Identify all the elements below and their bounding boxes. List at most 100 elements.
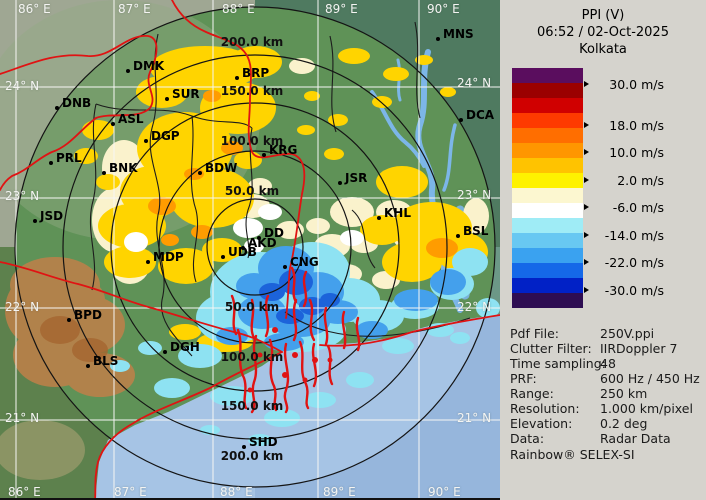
legend-band-4 [512,128,583,143]
city-label: DGH [170,340,200,354]
city-dot [55,106,59,110]
range-ring-label: 200.0 km [220,449,284,463]
city-label: CNG [290,255,319,269]
lon-label-top: 89° E [325,2,358,16]
info-row-label: Clutter Filter: [510,341,592,356]
city-label: SHD [249,435,278,449]
info-row-value: IIRDoppler 7 [600,341,678,356]
city-label: MNS [443,27,474,41]
lat-label-left: 23° N [5,189,40,203]
city-label: KRG [269,143,298,157]
lat-label-right: 21° N [457,411,492,425]
info-row-label: Elevation: [510,416,573,431]
lon-label-bottom: 89° E [323,485,356,499]
city-label: JSD [40,209,64,223]
city-dot [221,255,225,259]
info-row: Pdf File: 250V.ppi [500,326,706,341]
map-label-overlay: 86° E 87° E 88° E 89° E 90° E 86° E 87° E 88° E… [5,2,495,499]
legend-band-1 [512,83,583,98]
legend-band-11 [512,233,583,248]
info-row: Resolution: 1.000 km/pixel [500,401,706,416]
city-label: BDW [205,161,238,175]
city-label: UDB [228,245,257,259]
city-dot [459,118,463,122]
city-label: BLS [93,354,119,368]
city-label: BNK [109,161,138,175]
city-dot [111,122,115,126]
city-label: DCA [466,108,495,122]
lon-label-bottom: 90° E [428,485,461,499]
city-label: KHL [384,206,411,220]
legend-band-6 [512,158,583,173]
legend-band-14 [512,278,583,293]
legend-label-row: 30.0 m/s [584,76,664,92]
radar-map-canvas: 86° E 87° E 88° E 89° E 90° E 86° E 87° E 88° E… [0,0,500,500]
info-row-label: Pdf File: [510,326,559,341]
info-row-value: 48 [600,356,616,371]
panel-title-station: Kolkata [579,42,627,57]
city-dot [283,265,287,269]
range-ring-label: 200.0 km [220,35,284,49]
city-dot [456,234,460,238]
delta-river-network [230,266,361,414]
city-dot [86,364,90,368]
legend-tick-arrow-icon [584,204,589,210]
lat-label-left: 24° N [5,79,40,93]
legend-band-8 [512,188,583,203]
latlon-grid [0,0,500,500]
state-borders [0,0,500,500]
city-label: MDP [153,250,184,264]
legend-tick-arrow-icon [584,122,589,128]
info-row: Elevation: 0.2 deg [500,416,706,431]
legend-label-row: 18.0 m/s [584,117,664,133]
legend-label-row: 10.0 m/s [584,144,664,160]
info-row-value: 250V.ppi [600,326,655,341]
city-dot [163,350,167,354]
range-ring-label: 50.0 km [224,300,280,314]
velocity-color-scale [512,68,583,308]
legend-value-label: 10.0 m/s [609,144,664,160]
city-dot [165,97,169,101]
lon-label-bottom: 86° E [8,485,41,499]
info-row: Time sampling: 48 [500,356,706,371]
legend-tick-arrow-icon [584,177,589,183]
legend-value-label: -6.0 m/s [612,199,664,215]
range-ring-label: 50.0 km [224,184,280,198]
legend-value-label: 2.0 m/s [617,172,664,188]
info-row-label: Resolution: [510,401,580,416]
city-label: DD [264,226,284,240]
legend-band-2 [512,98,583,113]
city-label: AKD [248,236,277,250]
city-dot [436,37,440,41]
legend-value-label: -30.0 m/s [604,282,664,298]
info-row-label: Data: [510,431,545,446]
lon-label-top: 86° E [18,2,51,16]
info-row-value: Radar Data [600,431,671,446]
lat-label-right: 22° N [457,300,492,314]
city-label: BSL [463,224,489,238]
info-row: Range: 250 km [500,386,706,401]
legend-band-0 [512,68,583,83]
legend-band-10 [512,218,583,233]
city-dot [242,445,246,449]
city-dot [67,318,71,322]
info-row-value: 250 km [600,386,648,401]
city-label: BRP [242,66,270,80]
legend-value-label: 30.0 m/s [609,76,664,92]
lat-label-right: 24° N [457,76,492,90]
legend-value-label: 18.0 m/s [609,117,664,133]
city-dot [241,246,245,250]
info-row-value: 600 Hz / 450 Hz [600,371,700,386]
lon-label-bottom: 88° E [220,485,253,499]
range-ring-label: 100.0 km [220,350,284,364]
legend-tick-arrow-icon [584,259,589,265]
city-label: PRL [56,151,82,165]
product-info-table: Pdf File: 250V.ppi Clutter Filter: IIRDoppl… [500,326,706,446]
city-dot [198,171,202,175]
radar-info-panel: PPI (V) 06:52 / 02-Oct-2025 Kolkata 30.0… [500,0,706,500]
map-bottom-border [0,498,500,500]
legend-label-row: -30.0 m/s [584,282,664,298]
panel-title-datetime: 06:52 / 02-Oct-2025 [537,25,669,40]
info-row: Data: Radar Data [500,431,706,446]
